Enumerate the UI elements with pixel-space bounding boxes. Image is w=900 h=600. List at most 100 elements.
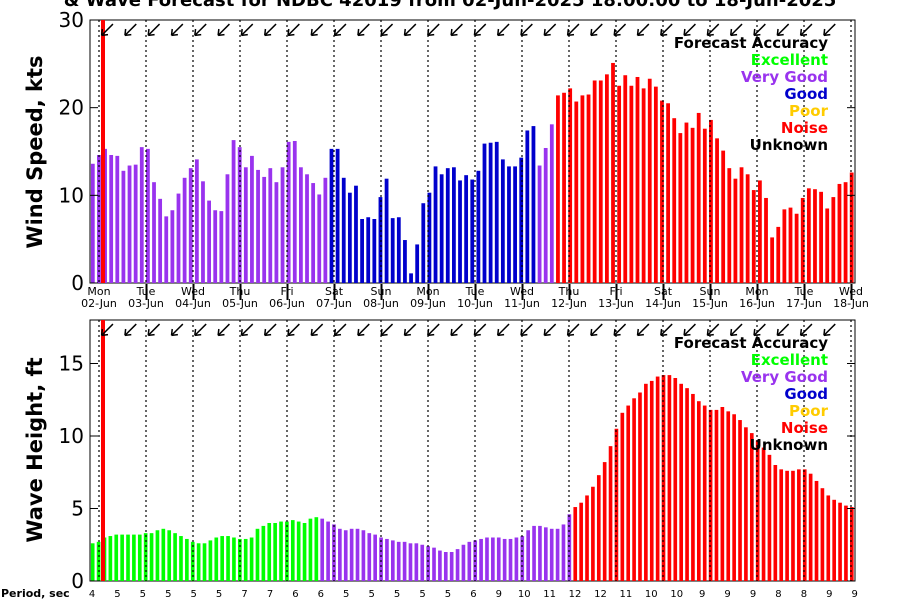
bar [526, 530, 530, 581]
bar [355, 528, 360, 581]
bar [494, 141, 499, 283]
bar [623, 75, 628, 283]
bar [767, 454, 772, 581]
x-tick-date: 15-Jun [692, 297, 728, 310]
wave-height-panel: 0 5 10 15 Wave Height, ft Forecast AccuracyEx… [23, 319, 856, 593]
y-tick-label: 10 [59, 183, 84, 207]
bar [372, 219, 377, 283]
bar [749, 433, 754, 581]
bar [250, 155, 254, 283]
direction-arrow [124, 323, 137, 337]
y-axis-label: Wind Speed, kts [23, 55, 47, 248]
bar [773, 465, 778, 581]
x-tick-date: 11-Jun [504, 297, 540, 310]
bar [292, 140, 297, 283]
bar [800, 197, 805, 283]
bar [146, 148, 150, 283]
bar [226, 536, 230, 581]
x-tick-date: 03-Jun [128, 297, 164, 310]
y-tick-label: 5 [71, 497, 84, 521]
direction-arrow [357, 23, 370, 37]
direction-arrow [217, 323, 230, 337]
bar [661, 375, 666, 581]
bar [97, 155, 101, 283]
direction-arrow [799, 323, 813, 337]
bar [549, 528, 554, 581]
period-value: 7 [241, 589, 247, 600]
legend-item: Unknown [750, 136, 828, 154]
bar [732, 414, 736, 581]
bar [127, 165, 132, 283]
direction-arrow [590, 23, 603, 37]
period-value: 5 [216, 589, 222, 600]
bar [201, 181, 205, 283]
x-tick-date: 12-Jun [551, 297, 587, 310]
period-value: 11 [620, 589, 633, 600]
bar [445, 168, 450, 283]
x-tick-date: 17-Jun [786, 297, 822, 310]
direction-arrow [100, 23, 114, 37]
x-tick-date: 13-Jun [598, 297, 634, 310]
bar [745, 174, 750, 283]
bar [561, 524, 566, 581]
legend-title: Forecast Accuracy [674, 334, 828, 352]
bar [653, 86, 658, 283]
direction-arrow [496, 323, 510, 337]
direction-arrow [543, 323, 557, 337]
bar [470, 179, 475, 283]
direction-arrow [310, 323, 324, 337]
period-value: 10 [670, 589, 683, 600]
bar [813, 189, 817, 283]
bar [182, 177, 187, 283]
bar [556, 95, 560, 283]
bar [308, 518, 313, 581]
bar [641, 88, 646, 283]
bar [126, 534, 130, 581]
bar [274, 182, 279, 283]
bar [347, 192, 352, 283]
bar [709, 119, 713, 283]
bar [280, 167, 285, 283]
direction-arrow [147, 23, 161, 37]
direction-arrow [240, 323, 254, 337]
bar [592, 80, 597, 284]
bar [338, 528, 342, 581]
bar [635, 76, 640, 283]
bar [433, 166, 438, 283]
bar [188, 168, 193, 283]
bar [314, 517, 319, 581]
bar [808, 473, 813, 581]
bar [420, 544, 425, 581]
bar [806, 188, 811, 283]
direction-arrow [427, 323, 440, 337]
period-value: 5 [369, 589, 375, 600]
bar [672, 118, 677, 283]
bar [837, 183, 842, 283]
wind-speed-panel: 0 10 20 30 Wind Speed, kts Forecast AccuracyE… [23, 8, 869, 310]
bar [580, 95, 585, 283]
bar [678, 133, 683, 283]
bar [149, 533, 154, 581]
bar [820, 488, 825, 581]
bar [438, 550, 442, 581]
direction-arrow [473, 23, 487, 37]
bar [341, 177, 346, 283]
bar [785, 470, 789, 581]
direction-arrow [263, 23, 277, 37]
bar [691, 393, 695, 581]
bar [267, 523, 272, 581]
direction-arrow [683, 23, 696, 37]
period-value: 5 [419, 589, 425, 600]
bar [702, 128, 707, 283]
legend-item: Excellent [751, 351, 828, 369]
bar [843, 182, 848, 283]
direction-arrow [170, 323, 184, 337]
bar [690, 127, 695, 283]
bar [396, 217, 401, 283]
x-tick-date: 10-Jun [457, 297, 493, 310]
bar [296, 521, 301, 581]
bar [679, 383, 683, 581]
bar [758, 180, 762, 283]
bar [543, 147, 548, 283]
direction-arrow [310, 23, 324, 37]
